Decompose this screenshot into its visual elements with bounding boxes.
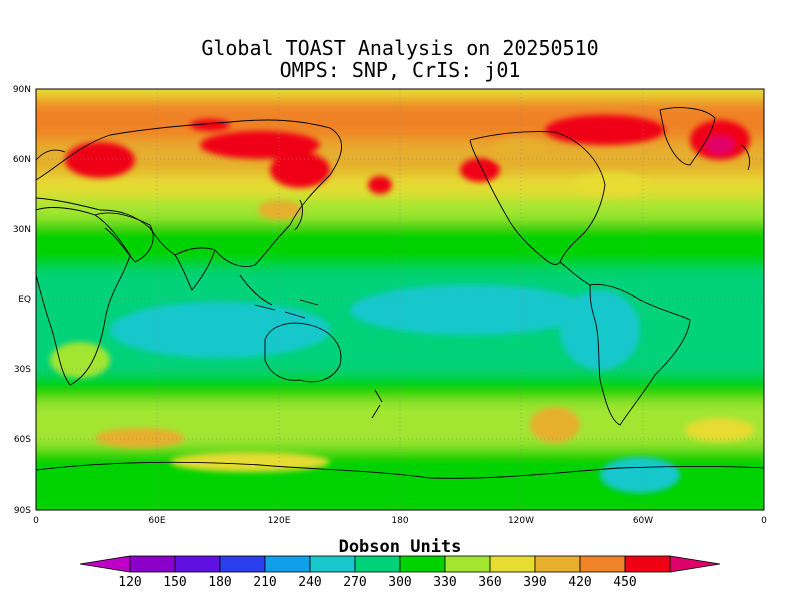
colorbar-title: Dobson Units bbox=[338, 537, 462, 557]
colorbar-swatch bbox=[264, 555, 311, 573]
colorbar-low-arrow bbox=[79, 555, 131, 573]
colorbar-tick-label: 390 bbox=[523, 575, 546, 590]
colorbar-swatch bbox=[534, 555, 581, 573]
lon-label-60w: 60W bbox=[633, 516, 653, 526]
colorbar-tick-label: 300 bbox=[388, 575, 411, 590]
colorbar-tick-label: 150 bbox=[163, 575, 186, 590]
colorbar-swatch bbox=[579, 555, 626, 573]
map-title: Global TOAST Analysis on 20250510 bbox=[201, 36, 599, 60]
colorbar-tick-label: 330 bbox=[433, 575, 456, 590]
lat-label-30s: 30S bbox=[14, 365, 31, 375]
lat-label-30n: 30N bbox=[13, 225, 31, 235]
colorbar-swatch bbox=[219, 555, 266, 573]
colorbar-tick-label: 120 bbox=[118, 575, 141, 590]
map-frame bbox=[35, 88, 765, 511]
lon-label-0-right: 0 bbox=[761, 516, 767, 526]
lon-labels: 0 60E 120E 180 120W 60W 0 bbox=[33, 516, 767, 526]
lon-label-60e: 60E bbox=[148, 516, 165, 526]
colorbar-swatch bbox=[174, 555, 221, 573]
colorbar-swatch bbox=[624, 555, 671, 573]
colorbar-swatch bbox=[309, 555, 356, 573]
colorbar-swatch bbox=[354, 555, 401, 573]
colorbar: 120 150 180 210 240 270 300 330 360 390 420 450 bbox=[79, 555, 721, 590]
lat-label-60s: 60S bbox=[14, 435, 31, 445]
lon-label-180: 180 bbox=[391, 516, 408, 526]
colorbar-swatch bbox=[444, 555, 491, 573]
graticule bbox=[36, 89, 764, 510]
colorbar-high-arrow bbox=[669, 555, 721, 573]
colorbar-swatch bbox=[129, 555, 176, 573]
colorbar-tick-label: 180 bbox=[208, 575, 231, 590]
lat-label-90n: 90N bbox=[13, 85, 31, 95]
colorbar-tick-label: 450 bbox=[613, 575, 636, 590]
lat-labels: 90N 60N 30N EQ 30S 60S 90S bbox=[13, 85, 31, 516]
colorbar-tick-label: 210 bbox=[253, 575, 276, 590]
lat-label-90s: 90S bbox=[14, 506, 31, 516]
colorbar-tick-label: 270 bbox=[343, 575, 366, 590]
colorbar-tick-label: 420 bbox=[568, 575, 591, 590]
lon-label-0-left: 0 bbox=[33, 516, 39, 526]
coastlines bbox=[36, 107, 764, 479]
lon-label-120w: 120W bbox=[508, 516, 534, 526]
colorbar-swatch bbox=[489, 555, 536, 573]
map-subtitle: OMPS: SNP, CrIS: j01 bbox=[279, 58, 521, 82]
colorbar-tick-label: 240 bbox=[298, 575, 321, 590]
colorbar-tick-label: 360 bbox=[478, 575, 501, 590]
lat-label-60n: 60N bbox=[13, 155, 31, 165]
colorbar-swatch bbox=[399, 555, 446, 573]
lon-label-120e: 120E bbox=[268, 516, 291, 526]
lat-label-eq: EQ bbox=[18, 295, 31, 305]
